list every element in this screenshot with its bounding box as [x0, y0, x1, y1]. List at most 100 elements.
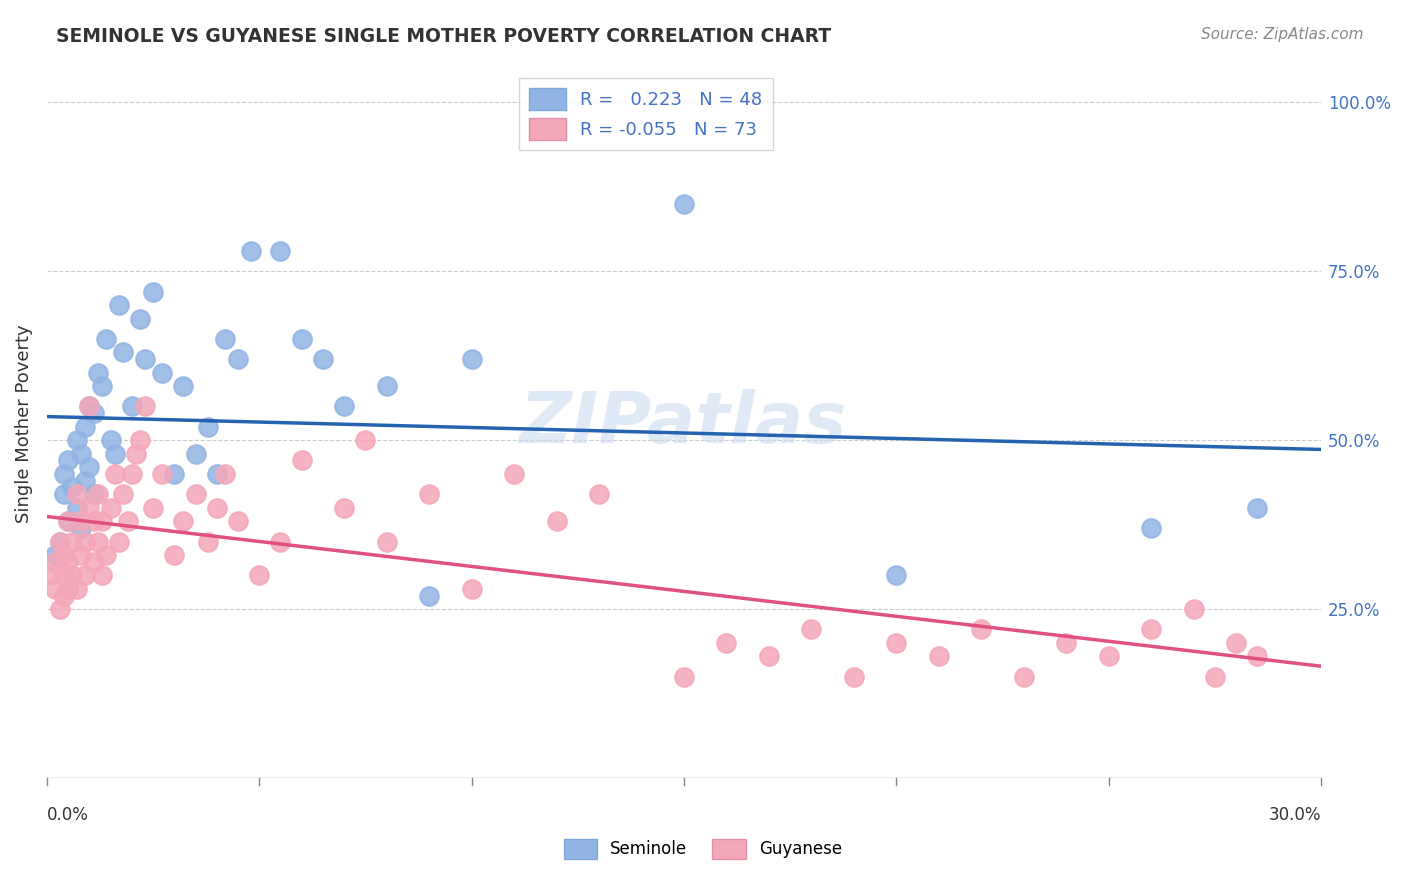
Point [96, 332, 118, 346]
Point [87, 534, 110, 549]
Point [418, 487, 440, 501]
Point [65, 433, 87, 447]
Point [1204, 670, 1226, 684]
Point [150, 467, 173, 481]
Legend: Seminole, Guyanese: Seminole, Guyanese [557, 832, 849, 866]
Text: Source: ZipAtlas.com: Source: ZipAtlas.com [1201, 27, 1364, 42]
Point [104, 447, 127, 461]
Point [52, 589, 75, 603]
Point [75, 419, 97, 434]
Point [150, 366, 173, 380]
Point [79, 460, 101, 475]
Point [1140, 521, 1163, 535]
Point [75, 568, 97, 582]
Point [96, 548, 118, 562]
Point [239, 244, 262, 258]
Point [91, 514, 114, 528]
Point [56, 582, 79, 596]
Point [291, 332, 314, 346]
Point [83, 555, 105, 569]
Point [60, 480, 83, 494]
Point [172, 379, 194, 393]
Point [60, 568, 83, 582]
Point [197, 534, 219, 549]
Point [312, 352, 335, 367]
Point [100, 500, 122, 515]
Point [83, 487, 105, 501]
Y-axis label: Single Mother Poverty: Single Mother Poverty [15, 324, 32, 523]
Point [100, 433, 122, 447]
Point [291, 453, 314, 467]
Point [184, 487, 207, 501]
Point [375, 379, 398, 393]
Point [112, 487, 135, 501]
Point [70, 548, 93, 562]
Point [91, 379, 114, 393]
Point [52, 467, 75, 481]
Point [226, 514, 249, 528]
Point [56, 514, 79, 528]
Point [60, 534, 83, 549]
Text: SEMINOLE VS GUYANESE SINGLE MOTHER POVERTY CORRELATION CHART: SEMINOLE VS GUYANESE SINGLE MOTHER POVER… [56, 27, 831, 45]
Point [134, 400, 156, 414]
Point [842, 670, 865, 684]
Point [1054, 636, 1077, 650]
Point [226, 352, 249, 367]
Point [108, 298, 131, 312]
Point [79, 500, 101, 515]
Legend: R =   0.223   N = 48, R = -0.055   N = 73: R = 0.223 N = 48, R = -0.055 N = 73 [519, 78, 773, 151]
Point [121, 400, 143, 414]
Point [205, 467, 228, 481]
Point [184, 447, 207, 461]
Point [886, 568, 908, 582]
Point [56, 555, 79, 569]
Point [1182, 602, 1205, 616]
Point [1246, 500, 1268, 515]
Point [247, 568, 270, 582]
Point [214, 467, 236, 481]
Point [52, 568, 75, 582]
Point [48, 602, 70, 616]
Point [91, 568, 114, 582]
Point [52, 548, 75, 562]
Point [1140, 623, 1163, 637]
Point [460, 582, 482, 596]
Point [104, 467, 127, 481]
Point [503, 467, 526, 481]
Point [48, 534, 70, 549]
Point [928, 649, 950, 664]
Point [52, 487, 75, 501]
Point [460, 352, 482, 367]
Point [333, 500, 356, 515]
Point [129, 311, 152, 326]
Point [117, 514, 139, 528]
Point [79, 400, 101, 414]
Point [163, 467, 186, 481]
Point [79, 400, 101, 414]
Point [588, 487, 610, 501]
Point [269, 244, 291, 258]
Point [134, 352, 156, 367]
Point [800, 623, 823, 637]
Point [1225, 636, 1247, 650]
Point [65, 500, 87, 515]
Point [65, 487, 87, 501]
Point [970, 623, 993, 637]
Point [75, 474, 97, 488]
Point [1012, 670, 1035, 684]
Point [83, 514, 105, 528]
Point [197, 419, 219, 434]
Point [44, 555, 66, 569]
Point [1246, 649, 1268, 664]
Point [672, 196, 695, 211]
Point [163, 548, 186, 562]
Point [39, 568, 62, 582]
Text: 0.0%: 0.0% [46, 806, 89, 824]
Point [70, 521, 93, 535]
Point [354, 433, 377, 447]
Point [129, 433, 152, 447]
Point [418, 589, 440, 603]
Point [546, 514, 568, 528]
Point [56, 514, 79, 528]
Point [87, 487, 110, 501]
